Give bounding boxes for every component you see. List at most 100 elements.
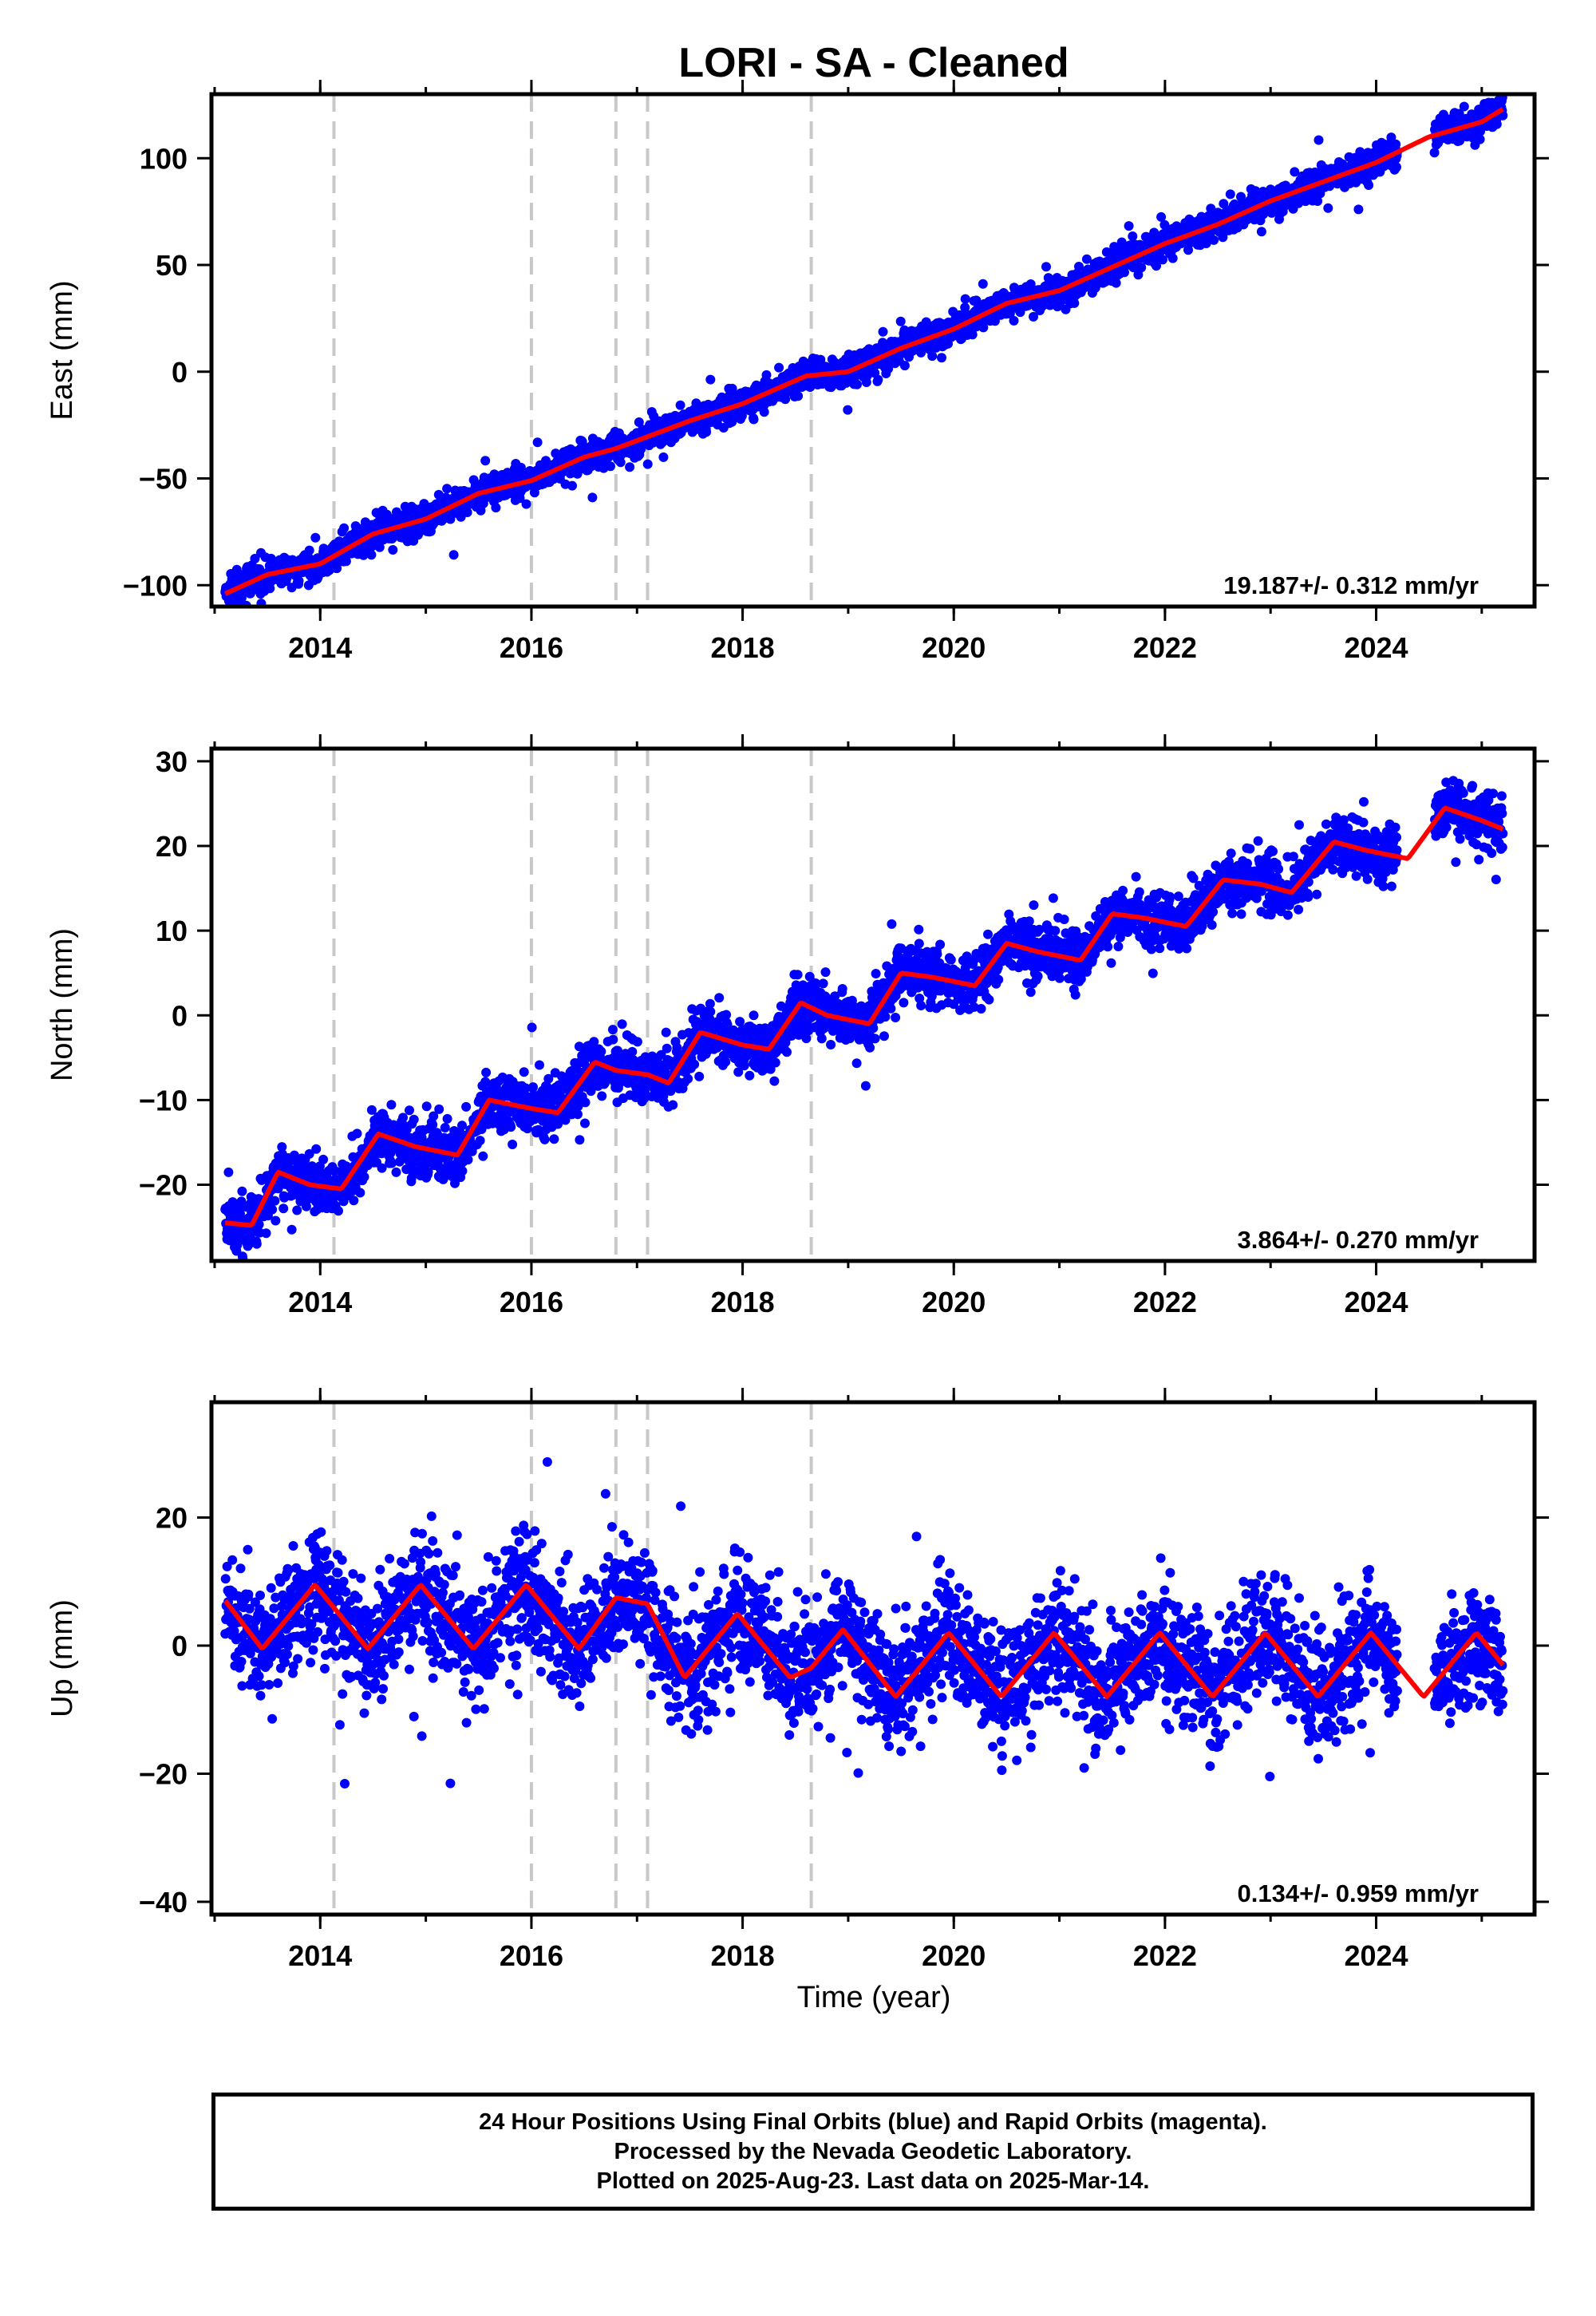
data-point	[516, 462, 526, 472]
data-point	[398, 1113, 408, 1123]
data-point	[1364, 180, 1374, 190]
data-point	[937, 353, 946, 363]
data-point	[575, 1135, 585, 1145]
data-point	[739, 1061, 749, 1071]
data-point	[270, 1196, 280, 1206]
data-point	[899, 361, 910, 371]
data-point	[694, 1071, 705, 1081]
data-point	[358, 550, 369, 560]
data-point	[661, 1027, 671, 1037]
data-point	[480, 456, 491, 466]
data-point	[607, 1025, 618, 1035]
data-point	[642, 459, 653, 469]
data-point	[475, 1136, 485, 1146]
y-tick-label: 0	[172, 356, 188, 389]
data-point	[960, 302, 970, 313]
data-point	[434, 1104, 444, 1114]
data-point	[895, 316, 906, 326]
data-point	[1124, 221, 1134, 231]
x-tick-label: 2020	[922, 631, 986, 664]
data-point	[442, 1113, 452, 1124]
data-point	[689, 1059, 700, 1069]
data-point	[596, 1046, 606, 1057]
data-point	[1391, 139, 1401, 149]
data-point	[769, 1076, 780, 1086]
data-point	[491, 503, 501, 513]
data-point	[597, 1091, 607, 1101]
east-panel: 2014 2016 2018 2020 2022 2024−100−50050100Eas…	[45, 80, 1549, 664]
data-point	[780, 394, 791, 405]
data-point	[478, 498, 488, 508]
y-tick-label: −100	[123, 569, 188, 602]
data-point	[237, 1186, 247, 1196]
data-point	[1459, 101, 1469, 112]
data-point	[521, 499, 531, 509]
data-point	[374, 542, 385, 552]
data-point	[355, 1188, 365, 1198]
data-point	[792, 970, 803, 980]
data-point	[1029, 311, 1038, 322]
data-point	[223, 1167, 234, 1177]
data-point	[927, 351, 938, 362]
data-point	[1005, 309, 1015, 318]
data-point	[286, 1224, 297, 1235]
data-point	[793, 391, 804, 401]
north-panel: 2014 2016 2018 2020 2022 2024−20−100102030Nor…	[45, 734, 1549, 1318]
data-point	[409, 1114, 419, 1124]
x-tick-label: 2014	[288, 631, 352, 664]
data-point	[535, 1060, 544, 1070]
data-point	[1081, 254, 1092, 264]
data-point	[617, 1019, 627, 1030]
data-point	[782, 1047, 792, 1057]
data-point	[770, 1057, 780, 1068]
data-point	[745, 1070, 755, 1081]
data-point	[532, 437, 543, 448]
data-point	[508, 1140, 518, 1149]
data-point	[251, 1239, 262, 1249]
data-point	[1323, 203, 1333, 213]
data-point	[539, 1134, 550, 1144]
data-point	[705, 374, 716, 385]
east-rate-label: 19.187+/- 0.312 mm/yr	[1223, 571, 1479, 599]
data-point	[826, 1040, 836, 1049]
data-point	[341, 556, 351, 567]
data-point	[310, 532, 321, 543]
x-tick-label: 2018	[711, 631, 775, 664]
data-point	[457, 1120, 467, 1131]
data-point	[737, 411, 747, 421]
data-point	[606, 461, 615, 472]
data-point	[366, 550, 377, 560]
data-point	[304, 545, 314, 555]
data-point	[774, 362, 784, 373]
data-point	[818, 978, 828, 989]
data-point	[334, 1206, 343, 1216]
east-y-axis-label: East (mm)	[45, 280, 79, 420]
data-point	[749, 414, 759, 425]
data-point	[519, 1067, 529, 1077]
data-point	[749, 1010, 759, 1021]
north-plot-area	[220, 749, 1508, 1261]
data-point	[478, 1151, 488, 1161]
east-plot-area	[220, 94, 1508, 607]
data-point	[1156, 211, 1167, 222]
data-point	[1009, 315, 1019, 326]
data-point	[261, 1228, 271, 1239]
data-point	[816, 354, 826, 365]
data-point	[916, 347, 926, 358]
data-point	[843, 405, 853, 415]
data-point	[294, 575, 304, 586]
data-point	[816, 1034, 827, 1044]
data-point	[634, 417, 644, 427]
data-point	[567, 480, 577, 491]
data-point	[1116, 237, 1127, 247]
data-point	[462, 508, 472, 517]
data-point	[862, 370, 872, 381]
data-point	[405, 1105, 414, 1116]
y-tick-label: 100	[140, 142, 188, 175]
data-point	[352, 1128, 362, 1139]
data-point	[580, 1097, 591, 1108]
data-point	[625, 462, 635, 472]
data-point	[627, 1046, 638, 1057]
data-point	[279, 1203, 289, 1214]
